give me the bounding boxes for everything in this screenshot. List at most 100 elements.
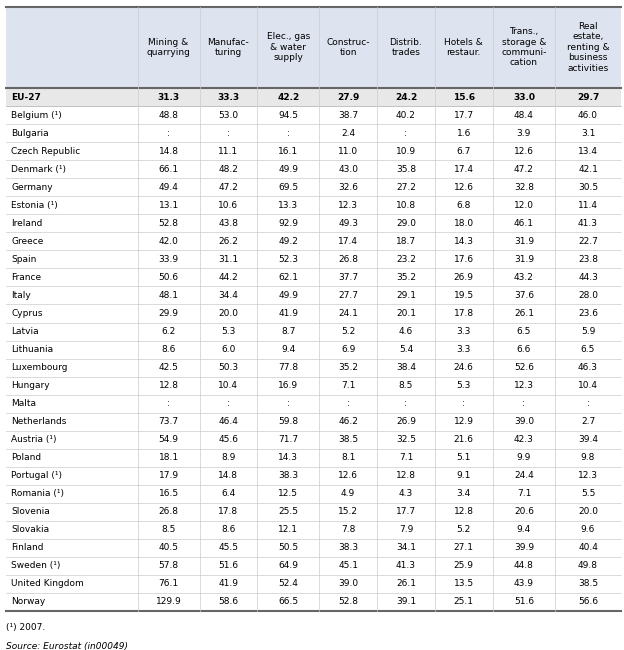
Text: 17.4: 17.4 [454, 164, 474, 174]
Text: 12.6: 12.6 [454, 183, 474, 192]
Text: 28.0: 28.0 [578, 291, 598, 300]
Text: 43.0: 43.0 [338, 164, 358, 174]
Text: 49.9: 49.9 [278, 164, 298, 174]
Text: 21.6: 21.6 [454, 436, 474, 444]
Text: 20.1: 20.1 [396, 309, 416, 318]
Text: 12.9: 12.9 [454, 417, 474, 426]
Text: 26.8: 26.8 [338, 255, 358, 264]
Text: Netherlands: Netherlands [11, 417, 67, 426]
Text: 8.9: 8.9 [222, 453, 236, 462]
Text: 5.3: 5.3 [457, 381, 471, 390]
Text: 17.7: 17.7 [396, 508, 416, 516]
Text: 76.1: 76.1 [158, 579, 178, 588]
Text: 43.8: 43.8 [218, 219, 238, 228]
Text: Ireland: Ireland [11, 219, 42, 228]
Text: 5.2: 5.2 [341, 327, 355, 336]
Text: 17.8: 17.8 [454, 309, 474, 318]
Text: 49.2: 49.2 [278, 237, 298, 246]
Text: 23.2: 23.2 [396, 255, 416, 264]
Text: 12.6: 12.6 [514, 147, 534, 156]
Text: 38.5: 38.5 [338, 436, 358, 444]
Text: 52.8: 52.8 [338, 597, 358, 606]
Text: EU-27: EU-27 [11, 92, 41, 101]
Text: Lithuania: Lithuania [11, 345, 54, 354]
Text: 3.3: 3.3 [457, 345, 471, 354]
Text: 32.5: 32.5 [396, 436, 416, 444]
Text: 9.8: 9.8 [581, 453, 595, 462]
Text: 14.3: 14.3 [454, 237, 474, 246]
Text: 26.1: 26.1 [514, 309, 534, 318]
Text: 73.7: 73.7 [158, 417, 178, 426]
Text: 66.1: 66.1 [158, 164, 178, 174]
Text: 18.1: 18.1 [158, 453, 178, 462]
Text: 12.1: 12.1 [278, 525, 298, 534]
Text: 41.3: 41.3 [578, 219, 598, 228]
Text: 12.3: 12.3 [338, 201, 358, 210]
Text: 11.4: 11.4 [578, 201, 598, 210]
Text: Estonia (¹): Estonia (¹) [11, 201, 58, 210]
Text: 4.6: 4.6 [399, 327, 413, 336]
Text: 20.0: 20.0 [578, 508, 598, 516]
Text: 13.1: 13.1 [158, 201, 178, 210]
Text: 26.1: 26.1 [396, 579, 416, 588]
Text: 4.3: 4.3 [399, 489, 413, 499]
Text: 51.6: 51.6 [514, 597, 534, 606]
Text: 15.6: 15.6 [452, 92, 475, 101]
Text: 34.4: 34.4 [218, 291, 238, 300]
Text: 31.9: 31.9 [514, 255, 534, 264]
Text: 47.2: 47.2 [514, 164, 534, 174]
Text: 46.4: 46.4 [218, 417, 238, 426]
Text: Distrib.
trades: Distrib. trades [389, 38, 422, 57]
Text: 20.0: 20.0 [218, 309, 238, 318]
Text: 6.6: 6.6 [517, 345, 531, 354]
Bar [6, 6, 621, 88]
Text: 5.5: 5.5 [581, 489, 595, 499]
Text: 38.3: 38.3 [338, 543, 358, 552]
Text: :: : [462, 399, 466, 408]
Text: 62.1: 62.1 [278, 273, 298, 282]
Text: 50.6: 50.6 [158, 273, 178, 282]
Text: 2.7: 2.7 [581, 417, 595, 426]
Text: 9.6: 9.6 [581, 525, 595, 534]
Text: 5.3: 5.3 [222, 327, 236, 336]
Text: 42.2: 42.2 [277, 92, 300, 101]
Text: 14.8: 14.8 [158, 147, 178, 156]
Text: :: : [227, 399, 230, 408]
Text: 13.5: 13.5 [454, 579, 474, 588]
Text: 17.6: 17.6 [454, 255, 474, 264]
Text: 45.1: 45.1 [338, 562, 358, 571]
Text: 49.8: 49.8 [578, 562, 598, 571]
Text: 58.6: 58.6 [218, 597, 238, 606]
Text: 14.3: 14.3 [278, 453, 298, 462]
Text: 129.9: 129.9 [156, 597, 182, 606]
Text: 29.7: 29.7 [577, 92, 599, 101]
Text: 47.2: 47.2 [218, 183, 238, 192]
Text: 12.5: 12.5 [278, 489, 298, 499]
Text: :: : [287, 399, 290, 408]
Text: 4.9: 4.9 [341, 489, 355, 499]
Text: 42.0: 42.0 [158, 237, 178, 246]
Text: 49.9: 49.9 [278, 291, 298, 300]
Text: United Kingdom: United Kingdom [11, 579, 84, 588]
Text: 14.8: 14.8 [218, 471, 238, 480]
Text: 43.9: 43.9 [514, 579, 534, 588]
Text: 7.1: 7.1 [399, 453, 413, 462]
Text: 6.2: 6.2 [162, 327, 176, 336]
Text: 18.0: 18.0 [454, 219, 474, 228]
Text: 40.5: 40.5 [158, 543, 178, 552]
Text: 25.9: 25.9 [454, 562, 474, 571]
Text: 38.3: 38.3 [278, 471, 298, 480]
Text: 9.9: 9.9 [517, 453, 531, 462]
Text: 8.7: 8.7 [281, 327, 295, 336]
Text: 24.1: 24.1 [338, 309, 358, 318]
Text: 13.3: 13.3 [278, 201, 298, 210]
Text: 7.9: 7.9 [399, 525, 413, 534]
Text: 18.7: 18.7 [396, 237, 416, 246]
Text: 5.1: 5.1 [457, 453, 471, 462]
Text: Hotels &
restaur.: Hotels & restaur. [444, 38, 483, 57]
Text: :: : [347, 399, 349, 408]
Text: 59.8: 59.8 [278, 417, 298, 426]
Text: 52.4: 52.4 [278, 579, 298, 588]
Text: 39.1: 39.1 [396, 597, 416, 606]
Text: 5.9: 5.9 [581, 327, 595, 336]
